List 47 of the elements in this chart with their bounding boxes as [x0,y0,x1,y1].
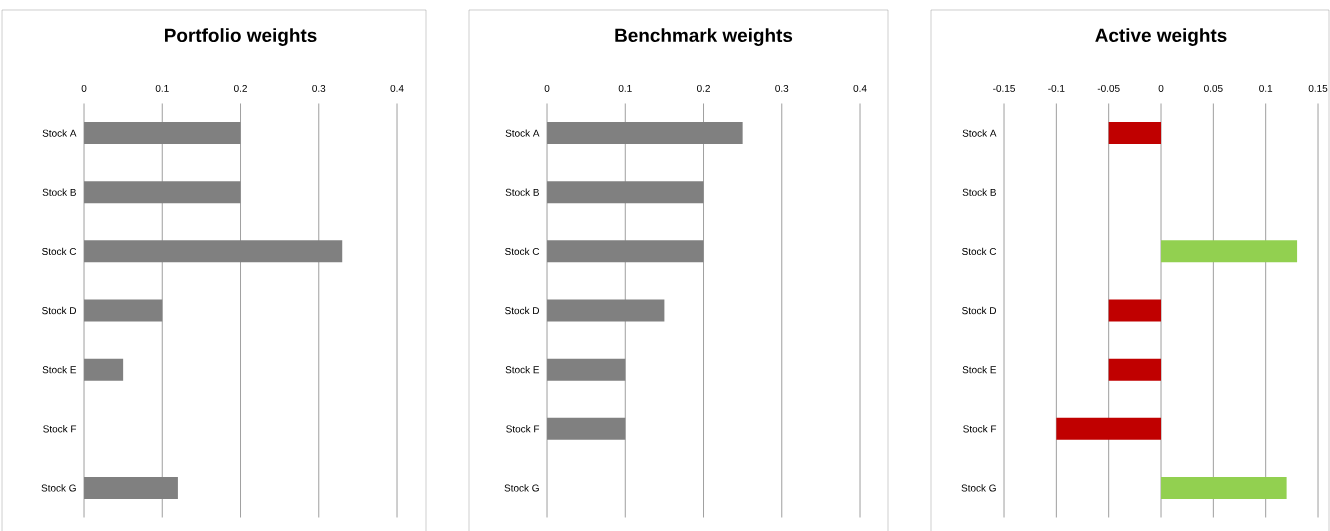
y-tick-label: Stock B [505,188,539,196]
chart-title: Portfolio weights [165,28,317,46]
y-tick-label: Stock E [42,365,77,374]
bar [1056,417,1162,440]
x-tick-label: 0.1 [155,84,169,92]
x-tick-label: 0.1 [618,84,632,92]
x-tick-label: 0.4 [853,84,867,92]
y-tick-label: Stock E [962,365,997,374]
x-tick-label: 0.2 [233,84,247,92]
x-tick-label: 0.3 [775,84,789,92]
y-tick-label: Stock F [506,425,540,433]
y-tick-label: Stock A [42,129,77,137]
bar [1108,358,1162,381]
y-tick-label: Stock F [963,425,997,433]
x-tick-label: 0 [544,84,550,92]
bar [1108,299,1162,322]
y-tick-label: Stock A [505,129,540,137]
x-tick-label: 0.2 [696,84,710,92]
x-tick-label: 0.15 [1308,84,1328,92]
y-tick-label: Stock A [962,129,997,137]
y-tick-label: Stock D [962,306,997,315]
x-tick-label: 0 [81,84,87,92]
y-tick-label: Stock F [43,425,77,433]
bar [1108,122,1162,145]
x-tick-label: -0.05 [1097,84,1120,92]
bar [1161,240,1298,263]
x-tick-label: 0 [1158,84,1164,92]
x-tick-label: -0.1 [1048,84,1065,92]
bar [1161,476,1287,499]
y-tick-label: Stock G [41,484,76,492]
chart-title: Active weights [1095,28,1227,46]
y-tick-label: Stock C [505,247,540,255]
y-tick-label: Stock D [42,306,77,315]
x-tick-label: 0.05 [1204,84,1223,92]
chart-title: Benchmark weights [615,28,793,46]
y-tick-label: Stock G [961,484,996,492]
y-tick-label: Stock G [504,484,539,492]
x-tick-label: -0.15 [993,84,1015,92]
y-tick-label: Stock B [962,188,996,196]
y-tick-label: Stock C [962,247,997,255]
y-tick-label: Stock B [42,188,76,196]
y-tick-label: Stock D [505,306,540,315]
y-tick-label: Stock C [42,247,77,255]
x-tick-label: 0.3 [312,84,326,92]
x-tick-label: 0.4 [390,84,404,92]
x-tick-label: 0.1 [1259,84,1273,92]
y-tick-label: Stock E [505,365,540,374]
